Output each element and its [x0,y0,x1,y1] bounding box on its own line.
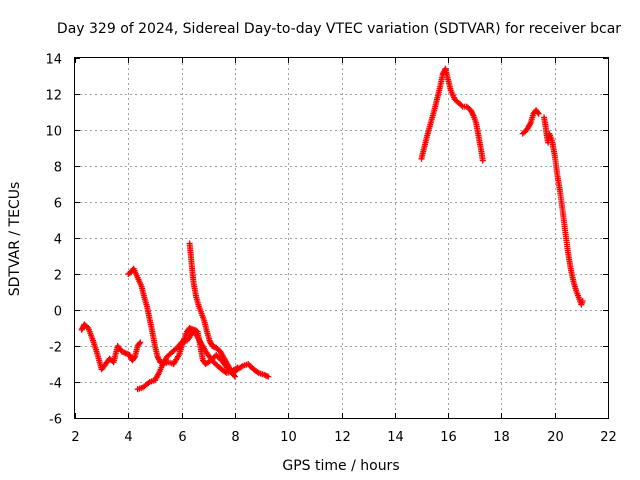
data-point [231,372,238,379]
series-bcar [78,65,586,393]
x-tick-label: 22 [600,430,617,445]
data-point [458,102,465,109]
y-tick-label: 14 [45,53,62,68]
data-points [78,65,586,393]
y-tick-label: 8 [54,161,62,176]
data-point [479,157,486,164]
y-tick-label: 4 [54,233,62,248]
data-point [247,363,254,370]
x-tick-label: 12 [334,430,351,445]
x-tick-label: 2 [71,430,79,445]
data-point [535,110,542,117]
x-tick-label: 4 [124,430,132,445]
chart-title: Day 329 of 2024, Sidereal Day-to-day VTE… [57,21,621,37]
data-point [265,373,272,380]
x-tick-label: 18 [493,430,510,445]
plot-frame [74,57,609,419]
grid-lines [75,58,608,418]
data-point [231,373,238,380]
data-point [137,339,144,346]
y-tick-label: 0 [54,305,62,320]
y-tick-label: -6 [49,413,62,428]
y-tick-labels: -6 -4 -2 0 2 4 6 8 10 12 14 [45,53,62,428]
y-axis-label: SDTVAR / TECUs [7,182,23,297]
tick-marks [75,58,609,419]
y-tick-label: 6 [54,197,62,212]
data-point [254,369,261,376]
data-point [579,298,586,304]
y-tick-label: 10 [45,125,62,140]
data-point [131,355,138,361]
y-tick-label: 2 [54,269,62,284]
x-tick-label: 16 [440,430,457,445]
y-tick-label: 12 [45,89,62,104]
data-point [78,326,85,333]
data-point [179,338,186,345]
x-tick-label: 6 [178,430,186,445]
data-point [238,363,245,370]
x-tick-label: 20 [547,430,564,445]
data-point [209,356,216,363]
x-tick-label: 14 [387,430,404,445]
data-point [207,338,214,345]
data-point [145,380,152,387]
data-point [187,331,194,338]
x-tick-label: 8 [231,430,239,445]
x-tick-label: 10 [280,430,297,445]
y-tick-label: -2 [49,341,62,356]
data-point [136,340,143,347]
x-axis-label: GPS time / hours [282,458,399,474]
y-tick-label: -4 [49,377,62,392]
data-point [534,109,541,116]
x-tick-labels: 2 4 6 8 10 12 14 16 18 20 22 [71,430,616,445]
